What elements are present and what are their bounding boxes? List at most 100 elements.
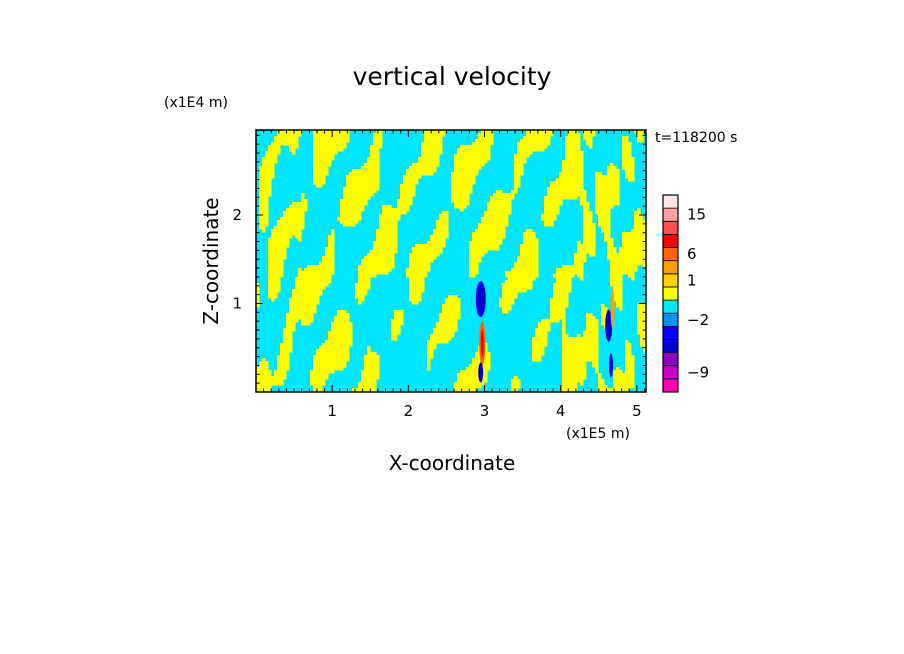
positive-band — [412, 301, 419, 305]
positive-band — [535, 328, 551, 332]
positive-band — [454, 388, 476, 392]
positive-band — [607, 166, 617, 170]
positive-band — [514, 187, 518, 191]
positive-band — [562, 388, 578, 392]
positive-band — [421, 142, 443, 146]
positive-band — [580, 199, 587, 203]
positive-band — [277, 364, 290, 368]
positive-band — [559, 172, 584, 176]
positive-band — [532, 343, 548, 347]
positive-band — [277, 220, 305, 224]
positive-band — [313, 178, 326, 182]
positive-band — [598, 214, 611, 218]
positive-band — [604, 232, 611, 236]
positive-band — [598, 379, 605, 383]
positive-band — [583, 241, 596, 245]
positive-band — [601, 226, 611, 230]
positive-band — [610, 163, 614, 167]
positive-band — [268, 271, 284, 275]
positive-band — [283, 331, 293, 335]
positive-band — [502, 286, 533, 290]
positive-band — [487, 208, 512, 212]
positive-band — [607, 253, 646, 257]
positive-band — [289, 307, 317, 311]
positive-band — [451, 187, 473, 191]
positive-band — [550, 307, 566, 311]
positive-band — [472, 232, 506, 236]
positive-band — [313, 133, 350, 137]
positive-band — [364, 364, 380, 368]
positive-band — [259, 208, 269, 212]
positive-band — [409, 256, 437, 260]
positive-band — [391, 325, 401, 329]
positive-band — [412, 163, 440, 167]
positive-band — [313, 388, 323, 392]
positive-band — [397, 199, 413, 203]
positive-band — [394, 310, 404, 314]
positive-band — [256, 379, 284, 383]
positive-band — [622, 160, 635, 164]
positive-band — [301, 199, 308, 203]
positive-band — [256, 292, 260, 296]
positive-band — [514, 178, 521, 182]
positive-band — [364, 163, 380, 167]
positive-band — [406, 274, 428, 278]
positive-band — [553, 283, 572, 287]
positive-band — [637, 319, 646, 323]
positive-band — [373, 142, 383, 146]
positive-band — [370, 250, 398, 254]
positive-band — [520, 250, 539, 254]
positive-band — [586, 325, 599, 329]
positive-band — [361, 370, 380, 374]
positive-band — [259, 211, 269, 215]
positive-band — [268, 262, 284, 266]
positive-band — [331, 232, 335, 236]
positive-band — [562, 370, 587, 374]
positive-band — [520, 244, 539, 248]
positive-band — [601, 310, 608, 314]
positive-band — [562, 166, 584, 170]
positive-band — [544, 211, 560, 215]
positive-band — [256, 376, 287, 380]
colorbar-level — [662, 260, 679, 275]
positive-band — [598, 220, 611, 224]
positive-band — [316, 349, 350, 353]
positive-band — [562, 382, 578, 386]
positive-band — [271, 235, 293, 239]
positive-band — [532, 340, 548, 344]
positive-band — [625, 361, 635, 365]
y-tick-labels: 12 — [232, 206, 242, 313]
positive-band — [562, 328, 566, 332]
positive-band — [604, 235, 611, 239]
positive-band — [280, 346, 293, 350]
positive-band — [370, 154, 380, 158]
positive-band — [280, 343, 293, 347]
positive-band — [550, 298, 569, 302]
y-tick-label: 2 — [232, 206, 242, 224]
positive-band — [343, 193, 374, 197]
positive-band — [256, 373, 272, 377]
positive-band — [277, 355, 290, 359]
positive-band — [472, 235, 506, 239]
positive-band — [376, 235, 398, 239]
positive-band — [613, 373, 635, 377]
positive-band — [562, 376, 587, 380]
positive-band — [625, 172, 635, 176]
positive-band — [496, 190, 503, 194]
positive-band — [511, 379, 521, 383]
positive-band — [286, 319, 299, 323]
positive-band — [586, 142, 593, 146]
positive-band — [454, 382, 485, 386]
positive-band — [616, 304, 623, 308]
positive-band — [637, 316, 646, 320]
positive-band — [574, 256, 587, 260]
x-tick-label: 1 — [327, 402, 337, 420]
positive-band — [400, 196, 413, 200]
positive-band — [544, 199, 563, 203]
positive-band — [619, 250, 646, 254]
positive-band — [583, 223, 596, 227]
positive-band — [565, 139, 581, 143]
positive-band — [325, 253, 335, 257]
positive-band — [265, 151, 281, 155]
positive-band — [286, 316, 314, 320]
